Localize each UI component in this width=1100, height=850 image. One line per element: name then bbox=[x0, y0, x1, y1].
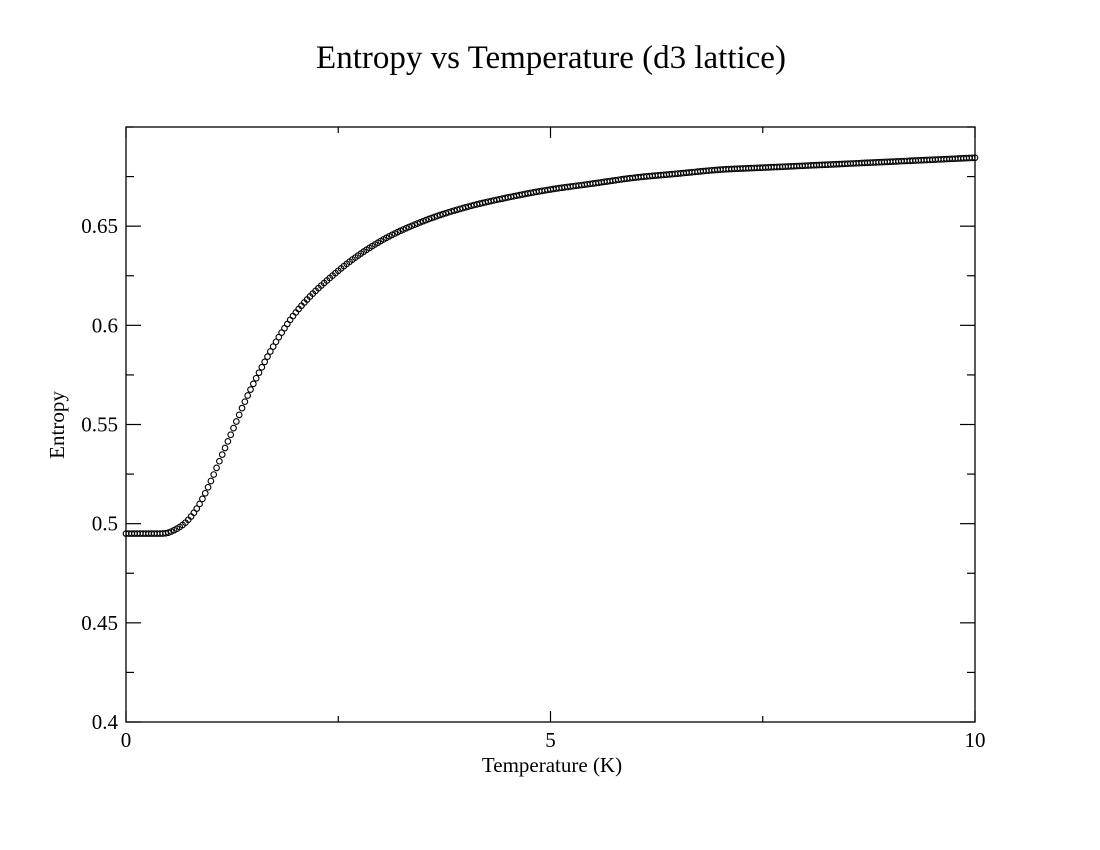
data-point bbox=[258, 363, 266, 371]
data-point bbox=[442, 209, 450, 217]
y-tick-label: 0.6 bbox=[92, 313, 118, 337]
data-point bbox=[213, 464, 220, 472]
data-point bbox=[204, 483, 212, 491]
data-point bbox=[269, 343, 277, 350]
data-point bbox=[241, 398, 249, 406]
y-axis-label: Entropy bbox=[45, 391, 69, 459]
data-point bbox=[221, 444, 229, 452]
data-point bbox=[207, 477, 215, 485]
y-tick-label: 0.45 bbox=[81, 611, 118, 635]
y-tick-label: 0.65 bbox=[81, 214, 118, 238]
data-point bbox=[224, 438, 232, 445]
x-tick-label: 0 bbox=[121, 728, 132, 752]
data-point bbox=[196, 500, 203, 508]
data-point bbox=[227, 431, 235, 439]
data-point bbox=[210, 471, 218, 478]
data-point bbox=[252, 374, 260, 382]
data-point bbox=[235, 411, 243, 419]
data-point bbox=[266, 348, 274, 355]
plot-area: 0 5 10 0.4 0.45 0.5 0.55 0.6 0.65 bbox=[81, 126, 986, 752]
data-point bbox=[255, 369, 263, 377]
y-tick-label: 0.4 bbox=[92, 710, 119, 734]
data-point bbox=[216, 457, 223, 465]
data-point bbox=[193, 505, 201, 512]
x-axis-label: Temperature (K) bbox=[482, 753, 622, 777]
data-point bbox=[433, 212, 441, 220]
data-point bbox=[971, 154, 979, 162]
data-point bbox=[230, 424, 237, 432]
y-tick-label: 0.5 bbox=[92, 512, 118, 536]
data-point bbox=[201, 489, 209, 497]
data-point bbox=[218, 451, 226, 458]
x-tick-label: 5 bbox=[545, 728, 556, 752]
data-point bbox=[968, 154, 976, 162]
data-point bbox=[439, 210, 447, 218]
data-point bbox=[250, 380, 257, 388]
data-point bbox=[244, 392, 252, 399]
data-point bbox=[272, 338, 280, 346]
data-point bbox=[264, 353, 271, 360]
data-point bbox=[247, 386, 254, 393]
data-point bbox=[238, 404, 246, 412]
data-point bbox=[261, 358, 269, 366]
chart-title: Entropy vs Temperature (d3 lattice) bbox=[316, 40, 786, 76]
x-tick-label: 10 bbox=[965, 728, 986, 752]
data-point bbox=[436, 211, 444, 219]
data-point bbox=[431, 213, 438, 221]
data-point bbox=[233, 418, 240, 425]
y-tick-label: 0.55 bbox=[81, 413, 118, 437]
data-point bbox=[199, 495, 206, 503]
